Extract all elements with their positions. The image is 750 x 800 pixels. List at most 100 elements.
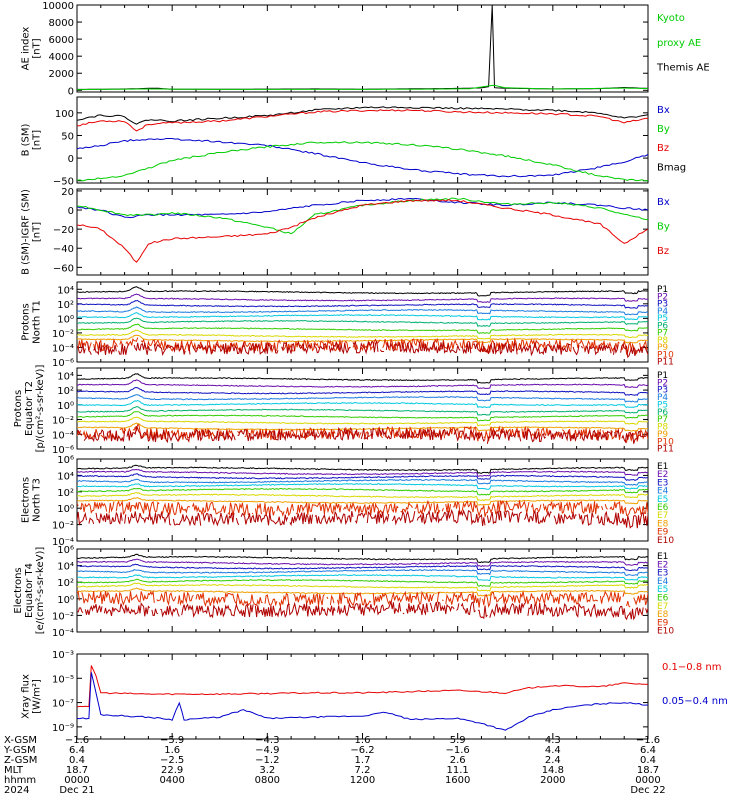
- ytick-label: −20: [53, 225, 74, 236]
- channel-line-e9: [601, 505, 604, 511]
- channel-line-e10: [416, 508, 486, 527]
- channel-line-e10: [354, 512, 366, 525]
- legend-entry: P10: [657, 437, 674, 447]
- ytick-label: 20: [61, 187, 74, 198]
- footer-row-label: Z-GSM: [4, 755, 37, 766]
- channel-line-e10: [88, 517, 95, 525]
- channel-line-p11: [580, 345, 584, 349]
- y-axis-label: [W/m²]: [32, 679, 43, 714]
- legend-entry: 0.1−0.8 nm: [662, 662, 721, 673]
- channel-line-p9: [77, 334, 648, 344]
- plot-area: [77, 106, 648, 182]
- channel-line-e10: [486, 510, 503, 525]
- channel-line-p11: [77, 429, 83, 436]
- footer-row-label: Y-GSM: [3, 745, 36, 756]
- legend-entry: P4: [657, 393, 668, 403]
- legend-entry: Bmag: [657, 162, 686, 173]
- channel-line-p10: [191, 427, 215, 440]
- channel-line-e9: [108, 501, 115, 514]
- ytick-label: 10⁻⁹: [52, 723, 74, 734]
- channel-line-e7: [77, 491, 648, 502]
- channel-line-p10: [459, 337, 548, 354]
- legend-entry: E1: [657, 552, 668, 562]
- channel-line-e10: [240, 512, 289, 526]
- legend-entry: P3: [657, 386, 668, 396]
- channel-line-e9: [77, 590, 80, 601]
- channel-line-p11: [187, 344, 191, 355]
- channel-line-p11: [584, 343, 612, 356]
- footer-cell: 3.2: [259, 765, 275, 776]
- channel-line-e5: [77, 483, 648, 490]
- footer-row-label: 2024: [4, 785, 29, 796]
- ytick-label: 4000: [49, 52, 74, 63]
- channel-line-p10: [170, 429, 191, 441]
- channel-line-p7: [77, 323, 648, 334]
- series-line-bmag: [77, 106, 648, 125]
- plot-area: [77, 464, 648, 529]
- footer-row-label: MLT: [4, 765, 24, 776]
- footer-cell: 1600: [445, 775, 470, 786]
- channel-line-p11: [237, 429, 262, 442]
- channel-line-e10: [460, 601, 476, 616]
- series-line-bz: [77, 109, 648, 132]
- footer-cell: −4.9: [255, 745, 279, 756]
- channel-line-p10: [548, 341, 554, 352]
- channel-line-e6: [77, 487, 648, 496]
- ytick-label: −40: [53, 244, 74, 255]
- legend-entry: Themis AE: [656, 63, 710, 74]
- legend-entry: P4: [657, 307, 668, 317]
- legend-entry: P6: [657, 408, 668, 418]
- y-axis-label: [nT]: [32, 38, 43, 58]
- channel-line-e9: [414, 499, 432, 515]
- channel-line-p11: [126, 425, 159, 443]
- channel-line-e9: [115, 500, 160, 516]
- channel-line-p11: [77, 343, 86, 354]
- legend-entry: E9: [657, 618, 669, 628]
- footer-cell: 1.6: [355, 735, 371, 746]
- channel-line-p10: [358, 432, 362, 439]
- legend-entry: Bx: [657, 105, 670, 116]
- channel-line-e9: [295, 501, 342, 516]
- channel-line-p11: [613, 344, 619, 355]
- channel-line-p10: [282, 338, 343, 352]
- channel-line-p11: [621, 430, 648, 444]
- footer-cell: 7.2: [355, 765, 371, 776]
- channel-line-p10: [132, 423, 170, 440]
- plot-area: [77, 5, 648, 91]
- channel-line-p11: [370, 427, 375, 440]
- channel-line-e9: [227, 502, 250, 516]
- channel-line-p11: [93, 343, 117, 356]
- channel-line-p10: [554, 338, 606, 354]
- footer-row-label: X-GSM: [4, 735, 37, 746]
- channel-line-p10: [125, 337, 139, 346]
- y-axis-label: [p/(cm²-s-sr-keV)]: [35, 365, 46, 453]
- ytick-label: 10²: [57, 386, 74, 397]
- channel-line-e10: [578, 512, 594, 526]
- channel-line-e9: [293, 593, 325, 607]
- channel-line-p9: [77, 422, 648, 432]
- channel-line-e9: [81, 590, 155, 606]
- ytick-label: 8000: [49, 18, 74, 29]
- ytick-label: 10000: [42, 1, 74, 12]
- panel-7: 10⁻³ 10⁻⁵ 10⁻⁷ 10⁻⁹ Xray flux [W/m²] 0.1−0.8 n…: [21, 650, 728, 740]
- footer-cell: 18.7: [66, 765, 88, 776]
- channel-line-e9: [542, 500, 600, 515]
- ytick-label: 10⁻⁶: [52, 445, 74, 456]
- channel-line-p10: [344, 340, 349, 351]
- channel-line-p5: [77, 399, 648, 409]
- channel-line-e9: [77, 503, 79, 507]
- channel-line-e9: [285, 503, 294, 517]
- channel-line-p11: [332, 426, 360, 441]
- channel-line-e4: [77, 569, 648, 577]
- ytick-label: 10⁻⁴: [52, 628, 74, 639]
- ytick-label: 10⁻²: [52, 521, 74, 532]
- footer-cell: −1.6: [446, 745, 470, 756]
- channel-line-e9: [599, 590, 622, 604]
- ytick-label: 10⁰: [57, 595, 74, 606]
- legend-entry: By: [657, 222, 670, 233]
- channel-line-p11: [395, 427, 453, 441]
- channel-line-e10: [84, 603, 103, 616]
- channel-line-e10: [523, 509, 552, 524]
- footer-cell: 2000: [540, 775, 565, 786]
